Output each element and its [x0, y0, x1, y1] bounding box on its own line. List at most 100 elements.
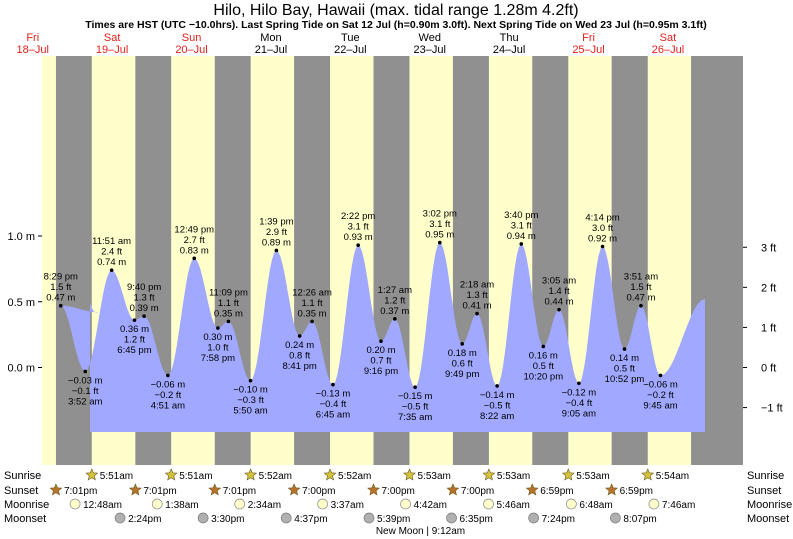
- sunrise-time: 5:54am: [656, 471, 689, 482]
- row-label-right: Moonset: [747, 513, 789, 525]
- moonrise-icon: [151, 498, 163, 510]
- tide-label: 0.36 m: [120, 324, 149, 335]
- row-label-right: Sunset: [747, 485, 781, 497]
- day-name: Fri: [26, 32, 39, 44]
- tide-label: −0.03 m: [68, 375, 103, 386]
- tide-label: 0.44 m: [545, 297, 574, 308]
- tide-label: 0.8 ft: [289, 350, 310, 361]
- tide-label: 0.18 m: [448, 348, 477, 359]
- tide-point: [248, 378, 253, 383]
- tide-label: 0.14 m: [610, 353, 639, 364]
- day-date: 18–Jul: [17, 44, 49, 56]
- moonset-icon: [610, 512, 621, 524]
- sun-star-icon: [323, 468, 337, 481]
- tide-label: 0.39 m: [130, 303, 159, 314]
- tide-point: [142, 314, 146, 319]
- y-tick-label-ft: 2 ft: [761, 282, 776, 294]
- moonset-icon: [363, 512, 375, 524]
- row-label-left: Moonrise: [4, 499, 49, 511]
- tide-label: 3:52 am: [68, 396, 102, 407]
- tide-point: [413, 385, 417, 390]
- sun-star-icon: [605, 483, 619, 496]
- sunrise-time: 5:52am: [259, 471, 292, 482]
- day-date: 19–Jul: [96, 44, 128, 56]
- tide-label: 0.74 m: [97, 257, 126, 268]
- day-date: 26–Jul: [652, 44, 684, 56]
- day-date: 21–Jul: [255, 44, 287, 56]
- tide-label: 1:27 am: [378, 285, 412, 296]
- tide-point: [83, 369, 88, 374]
- tide-label: 0.95 m: [425, 230, 454, 241]
- tide-label: 0.35 m: [298, 308, 327, 319]
- tide-point: [132, 318, 137, 322]
- chart-subtitle: Times are HST (UTC −10.0hrs). Last Sprin…: [85, 19, 707, 31]
- tide-point: [109, 268, 114, 272]
- sun-star-icon: [208, 483, 222, 496]
- sun-star-icon: [49, 483, 63, 496]
- tide-label: 3:40 pm: [504, 210, 538, 221]
- moonrise-time: 12:48am: [83, 500, 122, 511]
- tide-label: 11:51 am: [92, 236, 131, 247]
- tide-label: 0.5 ft: [533, 361, 554, 372]
- sunrise-time: 5:51am: [100, 471, 133, 482]
- moonrise-icon: [69, 498, 81, 510]
- day-name: Wed: [419, 32, 441, 44]
- y-tick-label-m: 1.0 m: [7, 231, 35, 243]
- tide-labels: 8:29 pm1.5 ft0.47 m−0.03 m−0.1 ft3:52 am…: [44, 209, 678, 424]
- moon-phase-label: New Moon | 9:12am: [376, 526, 465, 537]
- tide-point: [310, 319, 314, 324]
- tide-label: 3:02 pm: [423, 209, 457, 220]
- tide-label: 3.0 ft: [592, 223, 613, 234]
- chart-title: Hilo, Hilo Bay, Hawaii (max. tidal range…: [213, 2, 578, 19]
- day-date: 20–Jul: [175, 44, 207, 56]
- tide-point: [331, 382, 335, 387]
- day-name: Thu: [500, 32, 519, 44]
- moonrise-time: 5:46am: [497, 500, 530, 511]
- tide-label: 9:05 am: [562, 408, 596, 419]
- tide-point: [192, 256, 197, 261]
- tide-label: 2.9 ft: [266, 227, 287, 238]
- moonrise-icon: [565, 498, 577, 510]
- day-name: Sat: [104, 32, 121, 44]
- sun-star-icon: [525, 483, 539, 496]
- tide-label: 1:39 pm: [259, 216, 293, 227]
- tide-point: [297, 334, 302, 338]
- tide-label: 9:49 pm: [445, 369, 479, 380]
- day-headers: Fri18–JulSat19–JulSun20–JulMon21–JulTue2…: [17, 32, 685, 56]
- row-label-left: Sunrise: [4, 470, 41, 482]
- sunset-time: 7:01pm: [223, 486, 256, 497]
- tide-label: 9:45 am: [643, 400, 677, 411]
- tide-point: [519, 242, 524, 246]
- tide-label: 10:20 pm: [524, 371, 564, 382]
- tide-label: 0.94 m: [507, 231, 536, 242]
- night-band: [55, 56, 92, 465]
- tide-point: [437, 240, 442, 245]
- sun-star-icon: [128, 483, 142, 496]
- moonrise-icon: [234, 498, 246, 510]
- tide-label: −0.06 m: [151, 379, 186, 390]
- day-date: 23–Jul: [414, 44, 446, 56]
- tide-label: −0.1 ft: [72, 386, 99, 397]
- moonrise-icon: [400, 498, 411, 510]
- tide-label: 4:14 pm: [585, 213, 619, 224]
- tide-point: [541, 344, 546, 349]
- tide-label: −0.12 m: [562, 387, 597, 398]
- tide-point: [393, 317, 397, 321]
- tide-label: 8:22 am: [480, 411, 514, 422]
- tide-label: 0.20 m: [366, 345, 395, 356]
- tide-label: 12:49 pm: [174, 224, 214, 235]
- sun-star-icon: [561, 468, 575, 481]
- tide-label: −0.4 ft: [320, 399, 347, 410]
- tide-label: 0.16 m: [529, 350, 558, 361]
- sunrise-time: 5:51am: [179, 471, 212, 482]
- tide-label: 2:22 pm: [341, 211, 375, 222]
- moonset-time: 2:24pm: [128, 514, 161, 525]
- tide-point: [658, 373, 663, 378]
- sun-star-icon: [482, 468, 496, 481]
- day-name: Sun: [182, 32, 202, 44]
- moonrise-time: 3:37am: [331, 500, 364, 511]
- tide-label: 7:58 pm: [201, 353, 235, 364]
- y-tick-label-m: 0.5 m: [7, 297, 35, 309]
- tide-label: 0.7 ft: [370, 356, 391, 367]
- moonset-time: 7:24pm: [542, 514, 575, 525]
